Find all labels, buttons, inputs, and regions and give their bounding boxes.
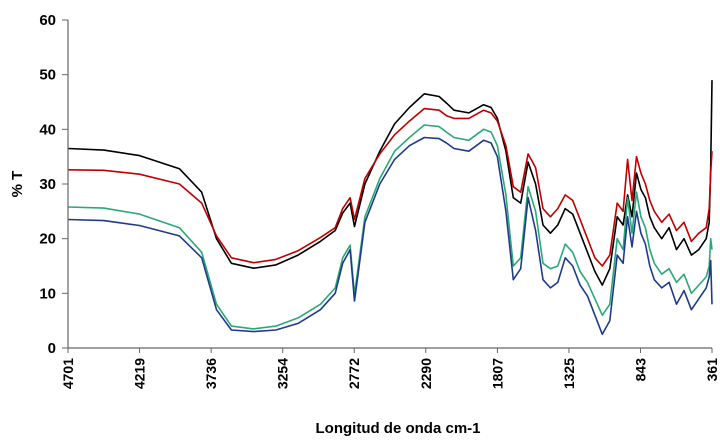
- x-tick-label: 4219: [132, 358, 148, 389]
- y-axis-title: % T: [9, 171, 26, 198]
- x-tick-label: 4701: [60, 358, 76, 389]
- series-line-1: [67, 80, 713, 286]
- x-tick-label: 2772: [346, 358, 362, 389]
- series-line-4: [67, 136, 713, 336]
- y-axis-ticks: 0 10 20 30 40 50 60: [39, 12, 68, 357]
- x-axis-title: Longitud de onda cm-1: [316, 420, 481, 437]
- x-tick-label: 1325: [561, 358, 577, 389]
- x-tick-label: 3736: [203, 358, 219, 389]
- y-tick-label: 50: [39, 67, 56, 84]
- y-tick-label: 20: [39, 231, 56, 248]
- x-tick-label: 361: [704, 358, 720, 382]
- y-tick-label: 30: [39, 176, 56, 193]
- x-tick-label: 2290: [418, 358, 434, 389]
- series-line-2: [67, 107, 713, 267]
- x-axis-ticks: 4701 4219 3736 3254 2772 2290 1807 1325 843 361: [60, 348, 720, 389]
- x-tick-label: 843: [632, 358, 648, 382]
- y-tick-label: 0: [48, 340, 56, 357]
- x-tick-label: 3254: [275, 358, 291, 389]
- x-tick-label: 1807: [489, 358, 505, 389]
- y-tick-label: 60: [39, 12, 56, 29]
- plot-series: [67, 80, 713, 336]
- y-tick-label: 40: [39, 121, 56, 138]
- series-line-3: [67, 124, 713, 330]
- y-tick-label: 10: [39, 285, 56, 302]
